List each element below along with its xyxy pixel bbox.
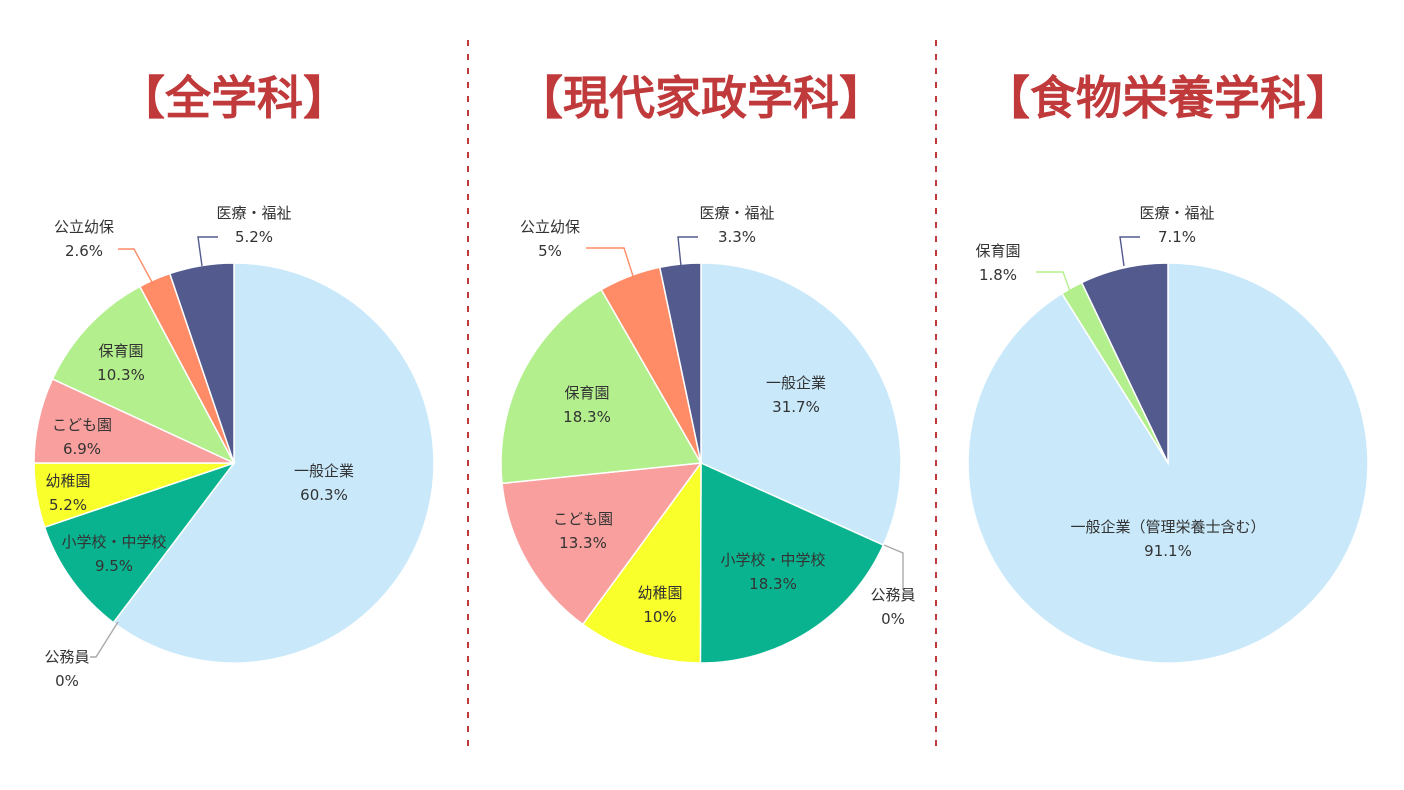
pie-slice-0-0 <box>112 262 435 664</box>
leader-line-0-7 <box>197 236 218 267</box>
slice-value-label-1-0: 31.7% <box>772 398 820 416</box>
leader-line-1-1 <box>883 544 904 590</box>
slice-name-label-1-3: 幼稚園 <box>637 584 682 602</box>
pie-chart-all-departments: 一般企業 60.3% 公務員 0% 小学校・中学校 9.5% 幼稚園 5.2% こども園 6.9%… <box>33 204 435 690</box>
pie-slice-1-5 <box>500 288 703 485</box>
slice-name-label-1-6: 公立幼保 <box>520 218 580 236</box>
slice-value-label-0-6: 2.6% <box>65 242 103 260</box>
slice-name-label-2-2: 医療・福祉 <box>1139 204 1214 222</box>
slice-value-label-0-2: 9.5% <box>95 557 133 575</box>
slice-value-label-2-0: 91.1% <box>1144 542 1192 560</box>
pie-slice-0-2 <box>43 461 237 624</box>
pie-slice-1-2 <box>699 461 885 664</box>
slice-value-label-1-5: 18.3% <box>563 408 611 426</box>
slice-name-label-1-1: 公務員 <box>870 586 915 604</box>
slice-name-label-1-5: 保育園 <box>564 384 609 402</box>
leader-line-1-6 <box>586 247 634 277</box>
chart-title-all-departments: 【全学科】 <box>119 71 349 125</box>
slice-name-label-0-6: 公立幼保 <box>54 218 114 236</box>
slice-value-label-2-2: 7.1% <box>1158 228 1196 246</box>
slice-name-label-1-2: 小学校・中学校 <box>720 551 825 569</box>
pie-chart-home-economics: 一般企業 31.7% 公務員 0% 小学校・中学校 18.3% 幼稚園 10% こども園 13.3… <box>500 204 916 664</box>
leader-line-2-1 <box>1036 271 1071 292</box>
slice-name-label-1-4: こども園 <box>553 510 613 528</box>
pie-chart-food-nutrition: 一般企業（管理栄養士含む） 91.1% 保育園 1.8% 医療・福祉 7.1% <box>967 204 1369 664</box>
slice-name-label-2-1: 保育園 <box>975 242 1020 260</box>
slice-value-label-0-4: 6.9% <box>63 440 101 458</box>
slice-value-label-1-6: 5% <box>538 242 562 260</box>
slice-value-label-0-7: 5.2% <box>235 228 273 246</box>
slice-value-label-2-1: 1.8% <box>979 266 1017 284</box>
slice-name-label-0-0: 一般企業 <box>294 462 354 480</box>
slice-name-label-2-0: 一般企業（管理栄養士含む） <box>1070 518 1265 536</box>
slice-value-label-0-5: 10.3% <box>97 366 145 384</box>
leader-line-0-6 <box>118 248 154 285</box>
slice-value-label-1-2: 18.3% <box>749 575 797 593</box>
slice-value-label-0-3: 5.2% <box>49 496 87 514</box>
slice-value-label-1-1: 0% <box>881 610 905 628</box>
slice-name-label-0-1: 公務員 <box>44 648 89 666</box>
slice-value-label-0-0: 60.3% <box>300 486 348 504</box>
pie-slice-1-4 <box>501 462 703 626</box>
slice-name-label-0-3: 幼稚園 <box>45 472 90 490</box>
pie-slice-1-0 <box>700 262 902 547</box>
chart-title-food-nutrition: 【食物栄養学科】 <box>984 71 1352 125</box>
leader-line-2-2 <box>1119 236 1140 267</box>
slice-name-label-0-5: 保育園 <box>98 342 143 360</box>
leader-line-0-1 <box>90 621 119 658</box>
slice-name-label-0-7: 医療・福祉 <box>216 204 291 222</box>
chart-title-home-economics: 【現代家政学科】 <box>517 71 885 125</box>
slice-name-label-1-7: 医療・福祉 <box>699 204 774 222</box>
leader-line-1-7 <box>677 236 698 267</box>
slice-value-label-1-4: 13.3% <box>559 534 607 552</box>
slice-value-label-1-7: 3.3% <box>718 228 756 246</box>
pie-slice-1-3 <box>581 460 702 664</box>
slice-value-label-0-1: 0% <box>55 672 79 690</box>
pie-slice-2-2 <box>1080 262 1169 464</box>
slice-value-label-1-3: 10% <box>643 608 676 626</box>
slice-name-label-1-0: 一般企業 <box>766 374 826 392</box>
slice-name-label-0-2: 小学校・中学校 <box>61 533 166 551</box>
pie-slice-0-5 <box>51 285 236 465</box>
slice-name-label-0-4: こども園 <box>52 416 112 434</box>
